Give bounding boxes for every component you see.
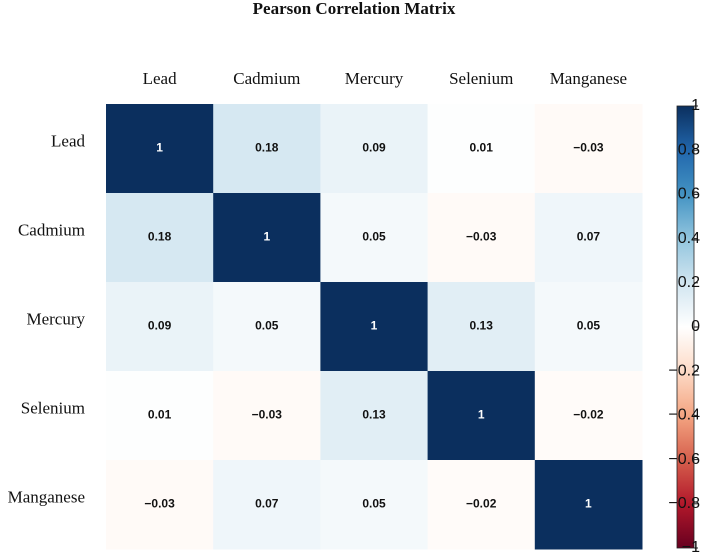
cell-label: 0.13: [470, 319, 494, 333]
heatmap-cell: [213, 460, 321, 550]
colorbar-tick-label: −0.8: [668, 495, 700, 512]
cell-label: 0.07: [577, 230, 601, 244]
colorbar-tick-label: −0.6: [668, 451, 700, 468]
x-tick-label: Mercury: [345, 69, 404, 88]
cell-label: 0.09: [362, 141, 386, 155]
heatmap-cell: [320, 282, 429, 372]
x-tick-label: Cadmium: [233, 69, 300, 88]
cell-label: 1: [585, 497, 592, 511]
heatmap-cell: [534, 104, 643, 194]
colorbar-tick-label: 0.2: [678, 274, 700, 291]
cell-label: 0.13: [362, 408, 386, 422]
cell-label: 0.05: [577, 319, 601, 333]
colorbar-tick-label: 0.6: [678, 186, 700, 203]
colorbar-tick-label: 0.4: [678, 230, 700, 247]
cell-label: 0.01: [148, 408, 172, 422]
cell-label: 1: [371, 319, 378, 333]
colorbar-tick-label: −0.2: [668, 362, 700, 379]
heatmap-cell: [534, 193, 643, 283]
heatmap-cell: [106, 104, 214, 194]
heatmap-cell: [427, 282, 536, 372]
chart-title: Pearson Correlation Matrix: [253, 0, 456, 18]
colorbar-tick-label: −0.4: [668, 407, 700, 424]
x-tick-label: Lead: [143, 69, 177, 88]
heatmap-cell: [213, 371, 321, 461]
y-tick-label: Manganese: [8, 487, 85, 506]
cell-label: 0.01: [470, 141, 494, 155]
cell-label: 1: [478, 408, 485, 422]
cell-label: 0.18: [255, 141, 279, 155]
heatmap-cell: [213, 193, 321, 283]
heatmap-cell: [320, 193, 429, 283]
heatmap-cell: [106, 371, 214, 461]
cell-label: 0.18: [148, 230, 172, 244]
cell-label: 0.05: [255, 319, 279, 333]
cell-label: 1: [156, 141, 163, 155]
heatmap-cell: [427, 460, 536, 550]
cell-label: −0.03: [252, 408, 283, 422]
heatmap-cell: [427, 371, 536, 461]
cell-label: −0.03: [144, 497, 175, 511]
heatmap-cell: [427, 193, 536, 283]
cell-label: 0.07: [255, 497, 279, 511]
y-tick-label: Selenium: [21, 398, 85, 417]
cell-label: −0.03: [573, 141, 604, 155]
heatmap-cell: [534, 282, 643, 372]
heatmap-cell: [427, 104, 536, 194]
heatmap-cell: [106, 460, 214, 550]
heatmap-cell: [106, 282, 214, 372]
heatmap-cell: [534, 460, 643, 550]
colorbar-tick-label: 0.8: [678, 141, 700, 158]
heatmap-cell: [320, 104, 429, 194]
heatmap-cell: [213, 282, 321, 372]
x-tick-label: Selenium: [449, 69, 513, 88]
cell-label: −0.03: [466, 230, 497, 244]
cell-label: 1: [263, 230, 270, 244]
y-tick-label: Lead: [51, 131, 85, 150]
y-tick-label: Cadmium: [18, 220, 85, 239]
colorbar-tick-label: 0: [691, 318, 700, 335]
heatmap-cell: [106, 193, 214, 283]
cell-label: 0.05: [362, 497, 386, 511]
colorbar-tick-label: 1: [691, 97, 700, 114]
cell-label: −0.02: [573, 408, 604, 422]
heatmap-cell: [320, 460, 429, 550]
cell-label: 0.09: [148, 319, 172, 333]
heatmap-cell: [320, 371, 429, 461]
cell-label: 0.05: [362, 230, 386, 244]
y-tick-label: Mercury: [26, 309, 85, 328]
heatmap-cell: [534, 371, 643, 461]
cell-label: −0.02: [466, 497, 497, 511]
colorbar-tick-label: −1: [682, 539, 700, 556]
heatmap-cell: [213, 104, 321, 194]
x-tick-label: Manganese: [550, 69, 627, 88]
